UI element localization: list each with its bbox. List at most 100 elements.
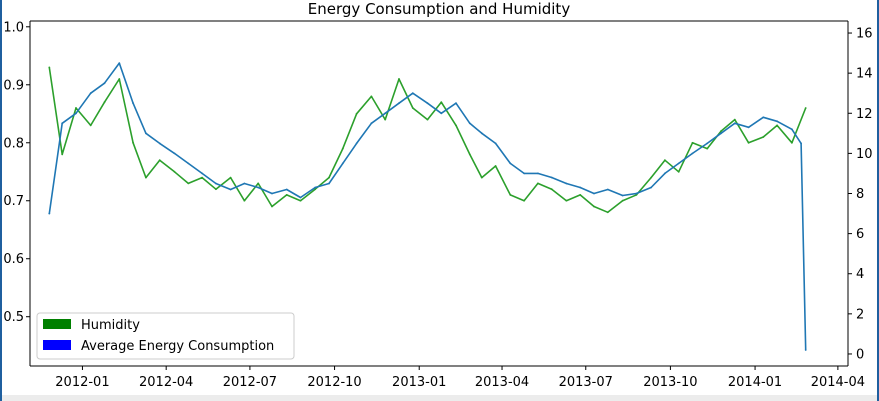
y-left-tick-label: 0.5 [3,310,24,325]
series-0-point [271,205,273,208]
series-1-point [355,142,358,145]
legend-swatch-1 [43,340,71,350]
series-1-point [800,142,802,145]
series-1-point [285,188,288,191]
series-0-point [550,188,553,191]
series-0-point [747,141,750,144]
series-1-point [61,122,64,125]
series-1-point [691,152,694,155]
x-tick-label: 2012-04 [139,375,193,390]
series-0-point [158,159,161,162]
series-0-point [341,147,344,150]
series-0-point [173,170,176,173]
series-0-point [523,199,525,202]
series-0-point [804,107,807,109]
x-tick-label: 2013-10 [643,375,697,390]
y-right-tick-label: 16 [856,27,873,42]
series-0-point [579,194,582,196]
series-0-point [201,176,204,179]
series-0-point [103,101,106,104]
series-1-point [201,172,204,175]
series-1-point [370,122,373,125]
series-1-point [229,188,232,191]
series-0-point [776,124,778,127]
series-0-point [285,194,288,196]
y-right-tick-label: 0 [856,347,864,362]
legend-label-0: Humidity [81,318,140,333]
series-0-point [509,194,512,196]
series-0-point [733,118,736,121]
series-0-point [89,124,92,127]
series-1-point [398,102,400,105]
series-1-point [328,182,330,185]
series-0-point [606,211,609,214]
plot-background [30,21,848,366]
y-left-tick-label: 1.0 [3,20,24,35]
series-1-point [733,122,736,125]
legend: Humidity Average Energy Consumption [36,312,295,360]
y-right-tick-label: 14 [856,67,873,82]
series-1-point [537,172,539,175]
series-0-point [720,130,722,133]
series-0-point [593,205,595,208]
series-0-point [328,176,330,179]
x-tick-label: 2014-01 [728,375,782,390]
series-layer [48,62,807,351]
series-1-point [593,192,595,195]
series-line-1 [48,62,807,351]
series-0-point [565,199,568,202]
series-1-point [509,162,512,165]
series-0-point [691,141,694,144]
series-1-point [804,349,807,351]
series-0-point [664,159,666,162]
series-0-point [621,199,624,202]
plot-area [30,21,848,366]
series-1-point [271,192,273,195]
series-1-point [145,132,147,135]
series-0-point [650,176,652,179]
series-0-point [455,124,457,127]
y-right-tick-label: 12 [856,107,873,122]
x-tick-label: 2013-07 [559,375,613,390]
series-0-point [61,153,64,156]
axes-layer: 0.5 0.6 0.7 0.8 0.9 1.0 0 2 4 6 8 10 12 14 16 2012-01 20… [3,20,872,390]
chart-title: Energy Consumption and Humidity [308,0,571,18]
series-1-point [89,92,92,95]
series-1-point [132,102,135,105]
series-1-point [720,132,722,135]
series-0-point [48,66,51,69]
series-0-point [440,101,443,104]
series-0-point [480,176,483,179]
window-edge-left [0,0,2,401]
series-1-point [606,188,609,191]
series-1-point [650,186,652,189]
series-0-point [355,112,358,115]
x-tick-label: 2012-10 [307,375,361,390]
series-0-point [370,95,373,98]
series-0-point [398,78,400,80]
y-right-tick-label: 2 [856,307,864,322]
y-right-tick-label: 6 [856,227,864,242]
series-1-point [455,102,457,105]
series-1-point [621,194,624,197]
series-0-point [187,182,190,185]
x-tick-label: 2013-04 [475,375,529,390]
series-1-point [215,182,217,185]
series-0-point [494,165,497,167]
series-0-point [215,188,217,191]
series-1-point [384,112,387,115]
series-1-point [523,172,525,175]
series-1-point [565,182,568,185]
series-0-point [677,170,680,173]
series-1-point [158,142,161,145]
x-tick-label: 2013-01 [392,375,446,390]
series-0-point [229,176,232,179]
toolbar-strip [0,395,879,401]
series-1-point [411,92,414,95]
x-tick-label: 2012-07 [223,375,277,390]
legend-swatch-0 [43,319,71,329]
series-1-point [75,112,77,115]
series-1-point [118,62,121,64]
series-1-point [299,196,302,199]
